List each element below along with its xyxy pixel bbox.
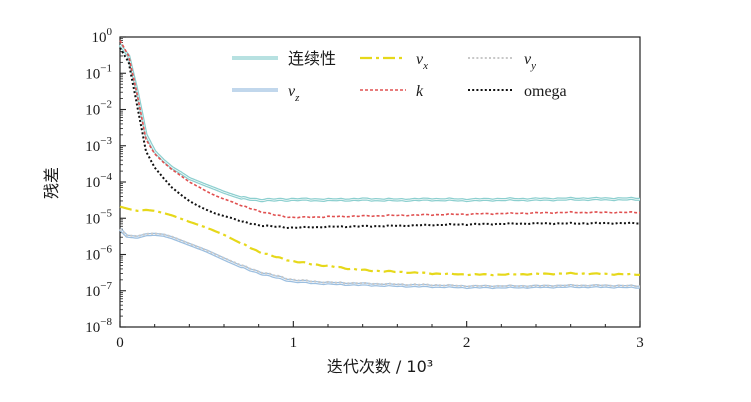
series-line-vz (118, 228, 641, 290)
axis-ticks: 0 1 2 3 100 10−1 10−2 10−3 10−4 10−5 10−6 10−7 10−8 (85, 26, 643, 351)
legend-item-连续性: 连续性 (232, 49, 336, 68)
legend: 连续性 vx vy vz k omega (232, 49, 567, 104)
y-axis-title: 残差 (42, 167, 61, 199)
series-line-k (119, 40, 640, 219)
x-tick-label: 3 (636, 335, 644, 351)
x-tick-label: 1 (290, 335, 298, 351)
y-tick-label: 10−1 (85, 62, 112, 82)
x-tick-label: 0 (116, 335, 124, 351)
legend-label: vx (416, 51, 428, 72)
y-tick-label: 10−6 (85, 244, 112, 264)
y-tick-label: 10−4 (85, 171, 112, 191)
series-layer (118, 40, 641, 290)
legend-label: vy (524, 51, 536, 72)
legend-label: 连续性 (288, 49, 336, 68)
y-tick-label: 10−7 (85, 280, 112, 300)
y-tick-label: 10−8 (85, 316, 112, 336)
x-axis-title: 迭代次数 / 10³ (327, 357, 433, 376)
legend-item-vz: vz (232, 83, 300, 104)
legend-item-vx: vx (360, 51, 428, 72)
series-line-vx (119, 205, 641, 277)
legend-label: omega (524, 83, 567, 100)
series-line-omega (119, 47, 640, 229)
y-tick-label: 10−5 (85, 207, 112, 227)
series-line-vy (119, 228, 641, 288)
y-tick-label: 10−3 (85, 135, 112, 155)
y-tick-label: 100 (92, 26, 113, 46)
x-tick-label: 2 (463, 335, 471, 351)
legend-item-k: k (360, 83, 424, 100)
legend-label: vz (288, 83, 300, 104)
y-tick-label: 10−2 (85, 99, 112, 119)
legend-label: k (416, 83, 424, 100)
legend-item-vy: vy (468, 51, 536, 72)
series-line-连续性 (118, 44, 640, 203)
legend-item-omega: omega (468, 83, 567, 100)
